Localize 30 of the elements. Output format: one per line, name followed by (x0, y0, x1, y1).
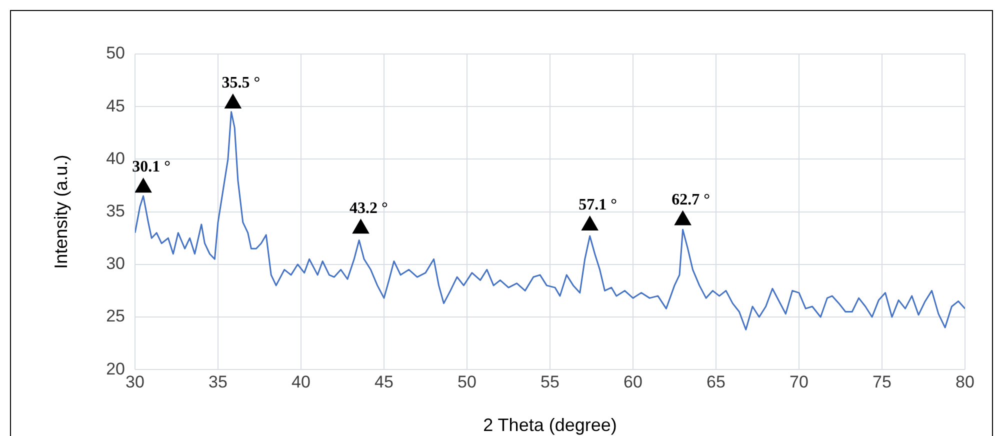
point (582, 216, 598, 230)
x-tick-label: 55 (540, 372, 560, 392)
annotation: 35.5 ° (222, 74, 260, 92)
annotation: 30.1 ° (132, 158, 171, 176)
x-tick-label: 75 (872, 372, 892, 392)
x-tick-label: 40 (292, 372, 310, 392)
x-tick-label: 80 (956, 372, 974, 392)
x-tick-label: 60 (624, 372, 642, 392)
annotation: 62.7 ° (672, 191, 710, 208)
annotation: 57.1 ° (578, 196, 618, 214)
x-tick-label: 45 (374, 372, 394, 392)
x-tick-label: 50 (458, 372, 476, 392)
x-tick-label: 35 (208, 372, 228, 392)
y-tick-label: 45 (106, 96, 125, 116)
x-tick-label: 70 (790, 372, 808, 392)
y-tick-label: 20 (106, 359, 125, 378)
y-tick-label: 25 (106, 306, 125, 326)
y-tick-label: 40 (106, 148, 125, 168)
x-tick-label: 65 (706, 372, 726, 392)
y-tick-label: 50 (106, 44, 125, 63)
x-axis-title: 2 Theta (degree) (483, 414, 617, 435)
y-axis-title: Intensity (a.u.) (50, 154, 71, 269)
y-tick-label: 30 (106, 254, 125, 274)
point (352, 219, 370, 234)
y-tick-label: 35 (106, 201, 125, 220)
point (224, 94, 242, 108)
point (135, 178, 152, 193)
point (674, 210, 692, 226)
annotation: 43.2 ° (350, 200, 388, 217)
x-tick-label: 30 (126, 372, 144, 392)
